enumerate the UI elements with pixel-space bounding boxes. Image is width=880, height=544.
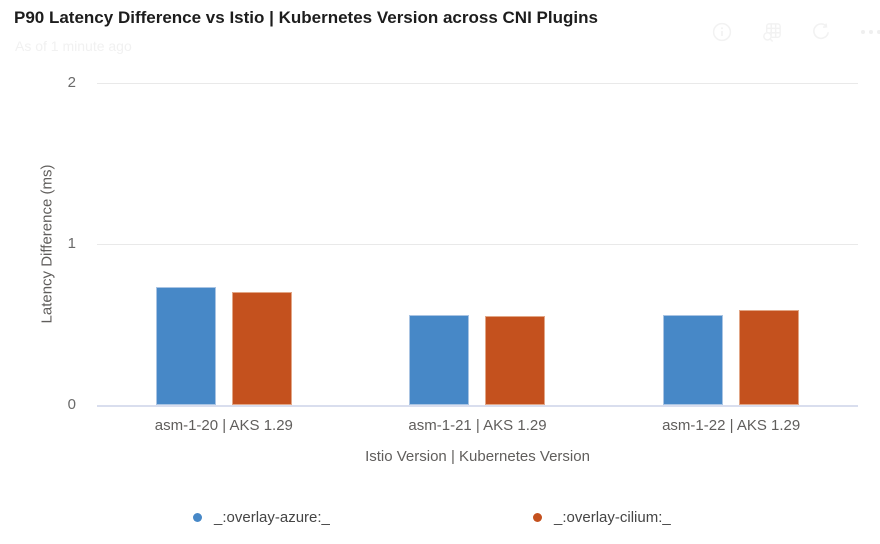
- bar-_:overlay-cilium:_[interactable]: [739, 310, 800, 405]
- x-axis-line: [97, 405, 858, 407]
- y-axis-ticks: 0 1 2: [0, 74, 76, 413]
- x-tick-label: asm-1-21 | AKS 1.29: [408, 417, 547, 434]
- legend-dot-icon: [533, 512, 542, 522]
- bar-_:overlay-azure:_[interactable]: [155, 287, 216, 405]
- bar-group: [351, 83, 605, 405]
- gridline: [97, 82, 858, 84]
- view-data-icon[interactable]: [760, 21, 783, 44]
- x-tick-label: asm-1-22 | AKS 1.29: [662, 417, 801, 434]
- bar-_:overlay-cilium:_[interactable]: [485, 316, 546, 405]
- chart-title: P90 Latency Difference vs Istio | Kubern…: [14, 8, 598, 27]
- legend: _:overlay-azure:_ _:overlay-cilium:_: [0, 503, 880, 531]
- bar-_:overlay-azure:_[interactable]: [663, 314, 724, 405]
- bar-group: [97, 83, 351, 405]
- x-axis-ticks: asm-1-20 | AKS 1.29 asm-1-21 | AKS 1.29 as…: [97, 417, 858, 437]
- legend-item[interactable]: _:overlay-cilium:_: [533, 503, 671, 531]
- gridline: [97, 243, 858, 245]
- legend-label: _:overlay-azure:_: [214, 508, 330, 526]
- x-axis-title: Istio Version | Kubernetes Version: [365, 448, 590, 465]
- info-icon[interactable]: [712, 22, 732, 42]
- bar-group: [604, 83, 858, 405]
- plot-area: [97, 82, 858, 407]
- chart-toolbar: [712, 20, 880, 44]
- y-tick-label: 0: [67, 396, 76, 413]
- legend-dot-icon: [193, 512, 202, 522]
- x-tick-label: asm-1-20 | AKS 1.29: [154, 417, 293, 434]
- y-tick-label: 1: [67, 235, 76, 252]
- refresh-icon[interactable]: [811, 22, 831, 42]
- legend-item[interactable]: _:overlay-azure:_: [193, 503, 330, 531]
- y-tick-label: 2: [67, 74, 76, 91]
- chart-subtitle: As of 1 minute ago: [15, 38, 132, 54]
- bar-_:overlay-cilium:_[interactable]: [231, 292, 292, 405]
- legend-label: _:overlay-cilium:_: [554, 508, 671, 526]
- more-options-icon[interactable]: [859, 28, 880, 36]
- bar-_:overlay-azure:_[interactable]: [409, 314, 470, 405]
